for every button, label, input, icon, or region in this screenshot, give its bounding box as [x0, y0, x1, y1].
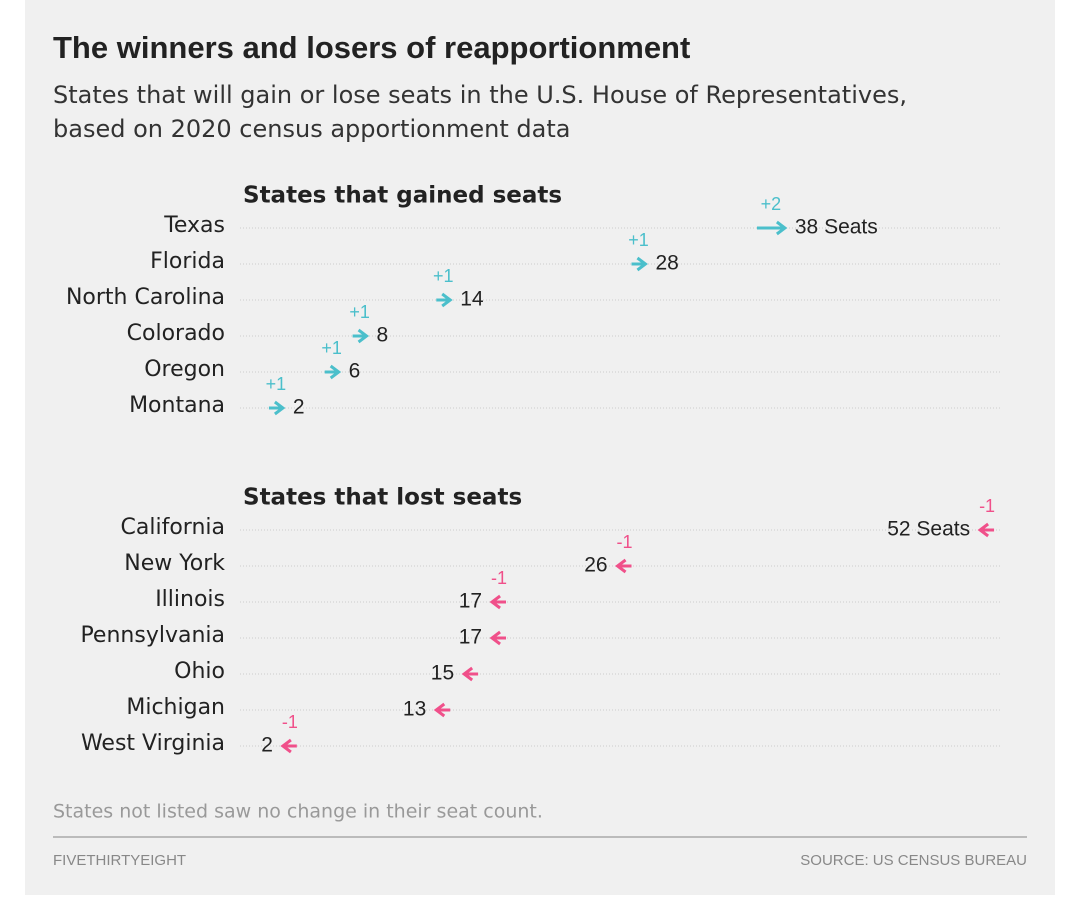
category-label: California	[121, 515, 225, 540]
category-label: West Virginia	[81, 731, 225, 756]
value-label: 15	[431, 662, 454, 685]
arrow	[489, 594, 506, 610]
change-label: -1	[282, 712, 298, 732]
change-label: +1	[628, 230, 649, 250]
arrow	[461, 666, 479, 682]
arrow-head	[273, 400, 286, 416]
category-label: New York	[124, 551, 225, 576]
arrow	[268, 400, 286, 416]
change-label: -1	[491, 568, 507, 588]
value-label: 6	[349, 360, 361, 383]
value-label: 17	[459, 626, 482, 649]
arrow-head	[489, 630, 501, 646]
value-label: 13	[403, 698, 426, 721]
value-label: 52 Seats	[887, 518, 970, 541]
category-label: Pennsylvania	[80, 623, 225, 648]
value-label: 2	[261, 734, 273, 757]
arrow	[977, 522, 995, 538]
category-label: Montana	[129, 393, 225, 418]
value-label: 17	[459, 590, 482, 613]
change-label: +1	[349, 302, 370, 322]
value-label: 14	[460, 288, 484, 311]
change-label: +2	[761, 194, 782, 214]
panel-title: States that lost seats	[243, 485, 522, 511]
change-label: +1	[433, 266, 454, 286]
arrow-head	[636, 256, 648, 272]
arrow	[433, 702, 451, 718]
arrow-head	[489, 594, 501, 610]
arrow	[631, 256, 648, 272]
change-label: -1	[617, 532, 633, 552]
category-label: Florida	[150, 249, 225, 274]
arrow	[352, 328, 370, 344]
category-label: North Carolina	[66, 285, 225, 310]
arrow-head	[357, 328, 370, 344]
change-label: +1	[266, 374, 287, 394]
value-label: 38 Seats	[795, 216, 878, 239]
value-label: 26	[584, 554, 607, 577]
value-label: 8	[377, 324, 389, 347]
category-label: Texas	[163, 213, 225, 238]
arrow-head	[615, 558, 627, 574]
panel-title: States that gained seats	[243, 183, 562, 209]
arrow-head	[775, 220, 788, 236]
arrow-head	[441, 292, 453, 308]
arrow-head	[329, 364, 342, 380]
category-label: Illinois	[155, 587, 225, 612]
arrow-head	[977, 522, 990, 538]
arrow	[436, 292, 453, 308]
arrow	[280, 738, 297, 754]
arrow	[324, 364, 342, 380]
value-label: 2	[293, 396, 305, 419]
category-label: Ohio	[174, 659, 225, 684]
value-label: 28	[655, 252, 678, 275]
credit: FIVETHIRTYEIGHT	[53, 852, 186, 869]
arrow-head	[280, 738, 292, 754]
note: States not listed saw no change in their…	[53, 801, 543, 823]
arrow	[489, 630, 506, 646]
source: SOURCE: US CENSUS BUREAU	[800, 852, 1027, 869]
category-label: Colorado	[127, 321, 225, 346]
arrow-head	[433, 702, 446, 718]
category-label: Michigan	[126, 695, 225, 720]
subtitle: States that will gain or lose seats in t…	[53, 81, 907, 109]
category-label: Oregon	[144, 357, 225, 382]
arrow-head	[461, 666, 474, 682]
arrow	[615, 558, 632, 574]
title: The winners and losers of reapportionmen…	[53, 30, 690, 65]
subtitle: based on 2020 census apportionment data	[53, 115, 570, 143]
arrow	[757, 220, 788, 236]
change-label: +1	[321, 338, 342, 358]
change-label: -1	[979, 496, 995, 516]
